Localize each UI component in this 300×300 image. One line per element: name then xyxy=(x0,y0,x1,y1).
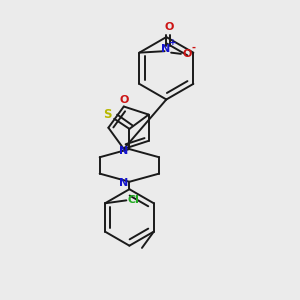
Text: S: S xyxy=(103,108,112,121)
Text: N: N xyxy=(119,146,129,157)
Text: O: O xyxy=(164,22,174,32)
Text: Cl: Cl xyxy=(128,195,140,206)
Text: -: - xyxy=(191,43,195,53)
Text: O: O xyxy=(119,95,128,105)
Text: N: N xyxy=(161,44,171,54)
Text: O: O xyxy=(182,49,192,58)
Text: N: N xyxy=(119,178,128,188)
Text: +: + xyxy=(169,38,177,47)
